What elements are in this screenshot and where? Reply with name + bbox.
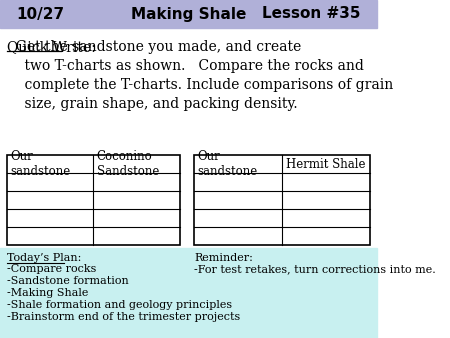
Bar [0, 248, 377, 338]
Bar [7, 155, 180, 245]
Text: Reminder:: Reminder: [194, 253, 253, 263]
Text: -For test retakes, turn corrections into me.: -For test retakes, turn corrections into… [194, 264, 436, 274]
Text: -Brainstorm end of the trimester projects: -Brainstorm end of the trimester project… [7, 312, 240, 322]
Text: -Compare rocks: -Compare rocks [7, 264, 96, 274]
Text: Quick Write:: Quick Write: [7, 40, 95, 54]
Text: 10/27: 10/27 [17, 6, 65, 22]
Text: -Sandstone formation: -Sandstone formation [7, 276, 128, 286]
Text: Making Shale: Making Shale [131, 6, 246, 22]
Bar [0, 0, 377, 28]
Text: -Shale formation and geology principles: -Shale formation and geology principles [7, 300, 232, 310]
Text: Hermit Shale: Hermit Shale [286, 158, 365, 170]
Text: Our
sandstone: Our sandstone [198, 150, 258, 178]
Text: Get the sandstone you made, and create
    two T-charts as shown.   Compare the : Get the sandstone you made, and create t… [7, 40, 393, 111]
Bar [194, 155, 370, 245]
Text: Our
sandstone: Our sandstone [10, 150, 70, 178]
Bar [0, 28, 377, 248]
Text: -Making Shale: -Making Shale [7, 288, 88, 298]
Text: Today’s Plan:: Today’s Plan: [7, 253, 81, 263]
Text: Coconino
Sandstone: Coconino Sandstone [97, 150, 159, 178]
Text: Lesson #35: Lesson #35 [262, 6, 360, 22]
